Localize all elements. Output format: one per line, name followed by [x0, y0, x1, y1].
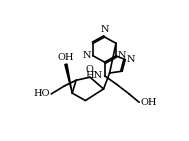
Text: N: N — [100, 26, 109, 35]
Text: N: N — [127, 55, 135, 64]
Text: O: O — [85, 65, 93, 74]
Text: HN: HN — [85, 71, 102, 80]
Text: N: N — [83, 51, 91, 60]
Text: HO: HO — [34, 89, 50, 98]
Text: N: N — [118, 51, 126, 60]
Polygon shape — [65, 64, 72, 93]
Text: OH: OH — [140, 98, 157, 107]
Text: OH: OH — [58, 53, 74, 62]
